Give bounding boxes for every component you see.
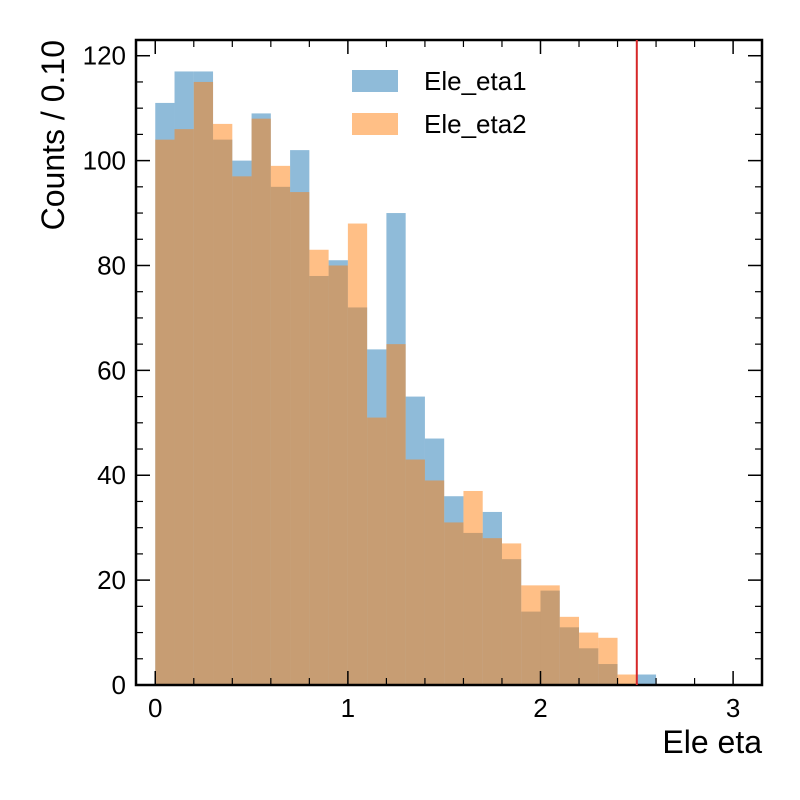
histogram-bar: [521, 585, 541, 685]
histogram-bar: [347, 223, 368, 685]
plot-frame: [134, 38, 764, 687]
series-ele-eta2: [155, 81, 637, 686]
histogram-bar: [251, 118, 271, 685]
histogram-bar: [424, 480, 445, 685]
histogram-bar: [309, 249, 329, 685]
y-tick-label: 120: [83, 41, 126, 71]
histogram-bar: [367, 417, 387, 685]
histogram-bar: [617, 674, 637, 685]
histogram-bar: [193, 81, 214, 685]
y-tick-label: 20: [97, 565, 126, 595]
legend-label: Ele_eta1: [424, 66, 527, 96]
histogram-bar: [386, 344, 406, 685]
x-tick-label: 0: [148, 693, 162, 723]
legend-entry: Ele_eta2: [352, 109, 527, 139]
x-tick-label: 2: [533, 693, 547, 723]
histogram-bar: [270, 165, 291, 686]
histogram-bar: [540, 585, 560, 685]
histogram-bar: [598, 637, 618, 685]
histogram-bar: [328, 265, 348, 685]
histogram-bar: [444, 522, 464, 685]
x-tick-label: 1: [341, 693, 355, 723]
y-tick-label: 100: [83, 146, 126, 176]
x-axis-label: Ele eta: [662, 724, 762, 760]
histogram-bar: [482, 538, 502, 685]
histogram-bar: [636, 674, 657, 685]
y-tick-label: 0: [112, 670, 126, 700]
bars-layer: [155, 71, 657, 686]
histogram-bar: [405, 459, 425, 685]
histogram-bar: [463, 490, 483, 685]
legend-swatch: [352, 113, 398, 135]
histogram-bar: [174, 129, 194, 685]
histogram-bar: [232, 176, 252, 685]
y-tick-label: 60: [97, 355, 126, 385]
legend: Ele_eta1 Ele_eta2: [352, 66, 527, 139]
legend-swatch: [352, 70, 398, 92]
histogram-bar: [213, 123, 233, 685]
histogram-bar: [559, 616, 580, 685]
legend-label: Ele_eta2: [424, 109, 527, 139]
histogram-bar: [155, 139, 175, 685]
y-tick-label: 40: [97, 460, 126, 490]
y-tick-label: 80: [97, 250, 126, 280]
legend-entry: Ele_eta1: [352, 66, 527, 96]
histogram-bar: [579, 632, 599, 685]
x-tick-label: 3: [726, 693, 740, 723]
histogram-bar: [290, 192, 310, 685]
y-axis-label: Counts / 0.10: [35, 40, 71, 230]
histogram-bar: [501, 543, 522, 685]
